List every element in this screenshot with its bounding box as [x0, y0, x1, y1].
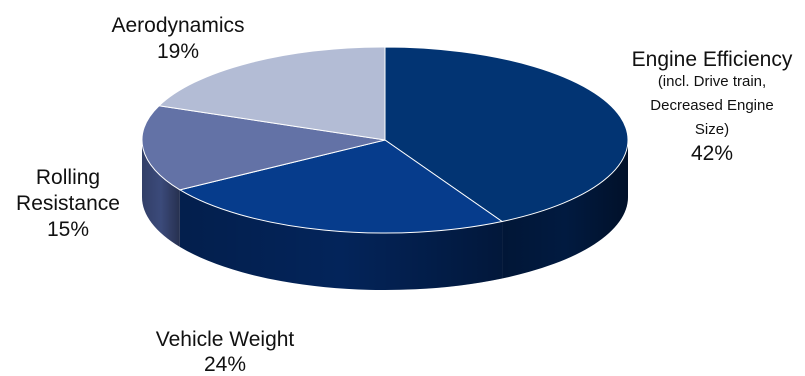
pie-side-shade-rolling-resistance [142, 140, 180, 247]
pie-side-shade-vehicle-weight [179, 189, 503, 290]
sublabel-engine-efficiency-3: Size) [695, 121, 729, 138]
label-rolling-resistance-2: Resistance [16, 192, 120, 215]
pie-slice-rolling-resistance [141, 105, 386, 191]
label-rolling-resistance-1: Rolling [36, 166, 100, 189]
pie-side-shade-engine-efficiency [502, 140, 628, 279]
sublabel-engine-efficiency-2: Decreased Engine [650, 97, 773, 114]
label-aerodynamics: Aerodynamics [111, 14, 244, 37]
value-aerodynamics: 19% [157, 40, 199, 63]
value-rolling-resistance: 15% [47, 218, 89, 241]
pie-sides [142, 140, 628, 290]
pie-slice-aerodynamics [157, 46, 386, 141]
value-vehicle-weight: 24% [204, 353, 246, 376]
pie-tops [141, 46, 629, 234]
value-engine-efficiency: 42% [691, 142, 733, 165]
pie-slice-vehicle-weight [178, 139, 504, 234]
sublabel-engine-efficiency-1: (incl. Drive train, [658, 73, 766, 90]
pie-slice-engine-efficiency [384, 46, 629, 223]
label-vehicle-weight: Vehicle Weight [156, 328, 295, 351]
label-engine-efficiency: Engine Efficiency [632, 48, 793, 71]
